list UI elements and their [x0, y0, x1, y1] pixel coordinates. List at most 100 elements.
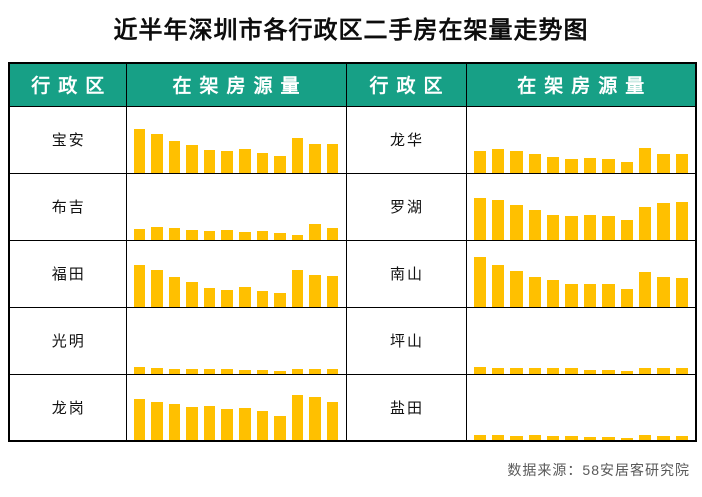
sparkline-cell	[125, 373, 347, 442]
bar	[491, 264, 505, 307]
bar	[602, 437, 615, 440]
bar	[186, 229, 198, 240]
bar	[203, 406, 216, 440]
bar	[151, 402, 163, 440]
header-district-right: 行政区	[345, 62, 467, 107]
sparkline-cell	[465, 373, 697, 442]
bar	[291, 269, 304, 307]
bar	[675, 153, 688, 173]
sparkline-bar-chart	[127, 243, 346, 307]
table-row: 福田 南山	[8, 239, 697, 308]
sparkline-cell	[465, 239, 697, 308]
bar	[186, 407, 198, 440]
bar	[168, 368, 181, 374]
bar	[510, 150, 523, 173]
sparkline-bar-chart	[467, 310, 696, 374]
sparkline-bar-chart	[467, 109, 696, 173]
bar	[491, 435, 505, 440]
bar	[473, 256, 486, 307]
bar	[473, 435, 486, 440]
bar	[602, 215, 615, 240]
bar	[309, 274, 321, 307]
bar	[675, 201, 688, 240]
table-row: 布吉 罗湖	[8, 172, 697, 241]
bar	[491, 199, 505, 240]
bar	[168, 276, 181, 307]
listings-table: 行政区 在架房源量 行政区 在架房源量 宝安 龙华 布吉 罗湖 福田 南山 光明 坪山 龙岗 盐田	[8, 62, 697, 442]
bar	[256, 411, 269, 440]
bar	[528, 367, 541, 374]
bar	[675, 436, 688, 440]
bar	[638, 147, 652, 173]
bar	[473, 366, 486, 374]
bar	[602, 158, 615, 173]
sparkline-cell	[125, 105, 347, 174]
bar	[256, 369, 269, 374]
header-district-left: 行政区	[8, 62, 127, 107]
bar	[291, 395, 304, 440]
district-label: 龙华	[345, 105, 467, 174]
bar	[638, 435, 652, 440]
bar	[638, 367, 652, 374]
bar	[168, 140, 181, 173]
table-row: 宝安 龙华	[8, 105, 697, 174]
district-label: 盐田	[345, 373, 467, 442]
bar	[291, 368, 304, 374]
bar	[510, 204, 523, 240]
district-label: 布吉	[8, 172, 127, 241]
bar	[547, 367, 560, 374]
bar	[657, 367, 670, 374]
data-source-note: 数据来源：58安居客研究院	[507, 462, 690, 478]
bar	[151, 133, 163, 173]
bar	[326, 143, 339, 173]
bar	[528, 435, 541, 440]
table-row: 光明 坪山	[8, 306, 697, 375]
district-label: 坪山	[345, 306, 467, 375]
bar	[151, 269, 163, 307]
sparkline-cell	[125, 172, 347, 241]
bar	[473, 150, 486, 173]
bar	[473, 197, 486, 240]
sparkline-bar-chart	[127, 310, 346, 374]
bar	[528, 153, 541, 173]
bar	[168, 227, 181, 240]
bar	[309, 143, 321, 173]
bar	[620, 219, 633, 240]
bar	[547, 279, 560, 307]
bar	[657, 276, 670, 307]
bar	[221, 368, 233, 374]
bar	[203, 368, 216, 374]
bar	[565, 283, 578, 307]
bar	[583, 157, 597, 173]
sparkline-bar-chart	[127, 376, 346, 440]
bar	[133, 228, 146, 240]
bar	[491, 367, 505, 374]
bar	[238, 369, 251, 374]
bar	[309, 368, 321, 374]
bar	[274, 155, 286, 173]
bar	[675, 277, 688, 307]
bar	[238, 231, 251, 240]
bar	[151, 367, 163, 374]
bar	[528, 276, 541, 307]
bar	[133, 399, 146, 440]
bar	[221, 229, 233, 240]
bar	[528, 209, 541, 240]
bar	[583, 437, 597, 440]
sparkline-bar-chart	[467, 176, 696, 240]
bar	[675, 367, 688, 374]
bar	[133, 264, 146, 307]
bar	[291, 137, 304, 173]
header-listings-left: 在架房源量	[125, 62, 347, 107]
sparkline-cell	[465, 306, 697, 375]
bar	[256, 290, 269, 307]
district-label: 南山	[345, 239, 467, 308]
bar	[203, 149, 216, 173]
bar	[565, 436, 578, 440]
bar	[186, 144, 198, 173]
sparkline-bar-chart	[127, 109, 346, 173]
sparkline-bar-chart	[467, 376, 696, 440]
bar	[133, 128, 146, 173]
bar	[565, 367, 578, 374]
